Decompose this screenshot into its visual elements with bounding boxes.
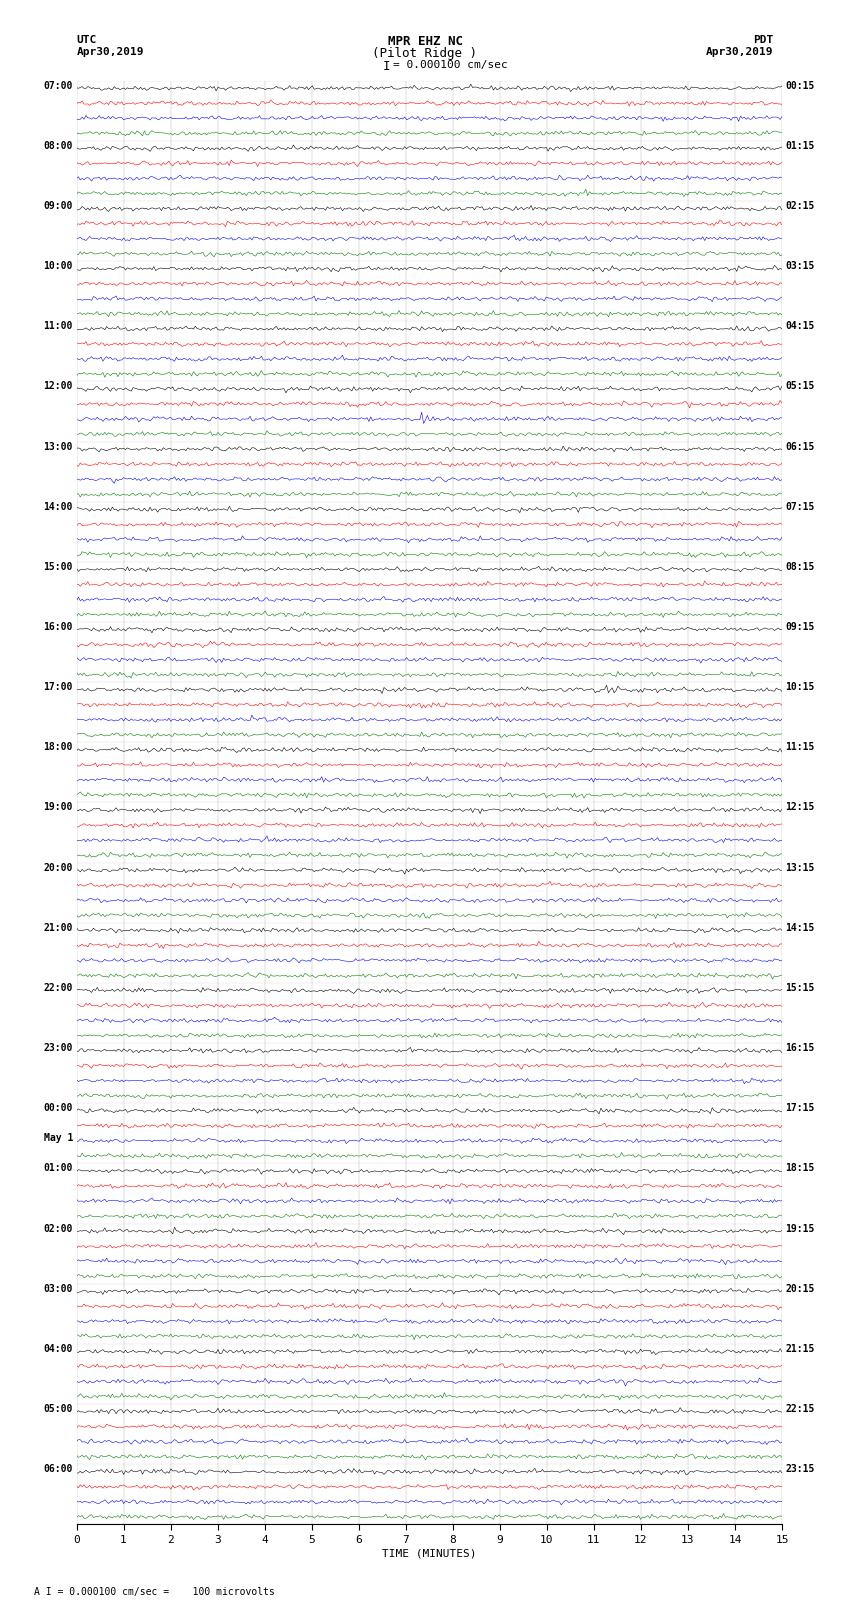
X-axis label: TIME (MINUTES): TIME (MINUTES) [382, 1548, 477, 1558]
Text: 08:00: 08:00 [43, 140, 73, 150]
Text: 10:15: 10:15 [785, 682, 815, 692]
Text: 13:15: 13:15 [785, 863, 815, 873]
Text: 01:00: 01:00 [43, 1163, 73, 1173]
Text: 07:15: 07:15 [785, 502, 815, 511]
Text: 08:15: 08:15 [785, 561, 815, 573]
Text: 22:00: 22:00 [43, 982, 73, 994]
Text: 10:00: 10:00 [43, 261, 73, 271]
Text: 18:15: 18:15 [785, 1163, 815, 1173]
Text: 19:15: 19:15 [785, 1224, 815, 1234]
Text: 01:15: 01:15 [785, 140, 815, 150]
Text: 18:00: 18:00 [43, 742, 73, 752]
Text: May 1: May 1 [43, 1134, 73, 1144]
Text: (Pilot Ridge ): (Pilot Ridge ) [372, 47, 478, 60]
Text: 05:15: 05:15 [785, 381, 815, 392]
Text: 11:00: 11:00 [43, 321, 73, 331]
Text: Apr30,2019: Apr30,2019 [706, 47, 774, 56]
Text: 12:00: 12:00 [43, 381, 73, 392]
Text: 20:15: 20:15 [785, 1284, 815, 1294]
Text: 12:15: 12:15 [785, 803, 815, 813]
Text: 03:00: 03:00 [43, 1284, 73, 1294]
Text: 05:00: 05:00 [43, 1403, 73, 1415]
Text: 21:00: 21:00 [43, 923, 73, 932]
Text: 14:00: 14:00 [43, 502, 73, 511]
Text: 00:15: 00:15 [785, 81, 815, 90]
Text: 23:00: 23:00 [43, 1044, 73, 1053]
Text: 23:15: 23:15 [785, 1465, 815, 1474]
Text: 09:15: 09:15 [785, 623, 815, 632]
Text: 15:00: 15:00 [43, 561, 73, 573]
Text: 16:00: 16:00 [43, 623, 73, 632]
Text: PDT: PDT [753, 35, 774, 45]
Text: 17:15: 17:15 [785, 1103, 815, 1113]
Text: 22:15: 22:15 [785, 1403, 815, 1415]
Text: 06:15: 06:15 [785, 442, 815, 452]
Text: = 0.000100 cm/sec: = 0.000100 cm/sec [393, 60, 507, 69]
Text: 19:00: 19:00 [43, 803, 73, 813]
Text: 06:00: 06:00 [43, 1465, 73, 1474]
Text: 20:00: 20:00 [43, 863, 73, 873]
Text: 13:00: 13:00 [43, 442, 73, 452]
Text: 21:15: 21:15 [785, 1344, 815, 1353]
Text: 00:00: 00:00 [43, 1103, 73, 1113]
Text: 02:15: 02:15 [785, 202, 815, 211]
Text: Apr30,2019: Apr30,2019 [76, 47, 144, 56]
Text: UTC: UTC [76, 35, 97, 45]
Text: 14:15: 14:15 [785, 923, 815, 932]
Text: 16:15: 16:15 [785, 1044, 815, 1053]
Text: 11:15: 11:15 [785, 742, 815, 752]
Text: 04:00: 04:00 [43, 1344, 73, 1353]
Text: 15:15: 15:15 [785, 982, 815, 994]
Text: 04:15: 04:15 [785, 321, 815, 331]
Text: 09:00: 09:00 [43, 202, 73, 211]
Text: 17:00: 17:00 [43, 682, 73, 692]
Text: MPR EHZ NC: MPR EHZ NC [388, 35, 462, 48]
Text: A I = 0.000100 cm/sec =    100 microvolts: A I = 0.000100 cm/sec = 100 microvolts [34, 1587, 275, 1597]
Text: 07:00: 07:00 [43, 81, 73, 90]
Text: 02:00: 02:00 [43, 1224, 73, 1234]
Text: I: I [383, 60, 390, 73]
Text: 03:15: 03:15 [785, 261, 815, 271]
